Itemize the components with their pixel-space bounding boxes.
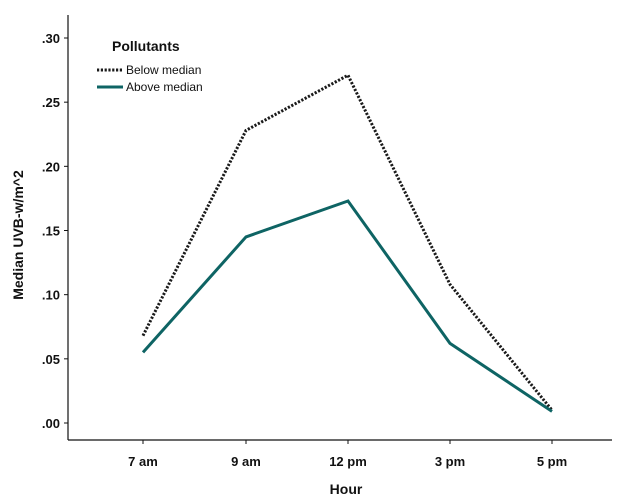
x-tick-label: 9 am	[231, 454, 261, 469]
x-tick-group: 7 am 9 am 12 pm 3 pm 5 pm	[128, 440, 567, 469]
y-tick-label: .30	[42, 31, 60, 46]
y-tick-label: .15	[42, 224, 60, 239]
y-tick-label: .05	[42, 352, 60, 367]
legend: Pollutants Below median Above median	[97, 38, 203, 94]
y-tick-group: .00 .05 .10 .15 .20 .25 .30	[42, 31, 68, 431]
x-tick-label: 12 pm	[329, 454, 367, 469]
series-line-below-median	[141, 73, 554, 412]
y-tick-label: .10	[42, 288, 60, 303]
legend-title: Pollutants	[112, 38, 180, 54]
legend-label-above-median: Above median	[126, 80, 203, 94]
y-tick-label: .25	[42, 95, 60, 110]
x-tick-label: 5 pm	[537, 454, 567, 469]
series-group	[141, 73, 554, 413]
y-axis-title: Median UVB-w/m^2	[10, 170, 26, 300]
x-axis-title: Hour	[330, 481, 363, 497]
x-tick-label: 3 pm	[435, 454, 465, 469]
x-tick-label: 7 am	[128, 454, 158, 469]
y-tick-label: .20	[42, 159, 60, 174]
series-line-above-median	[141, 199, 553, 413]
y-tick-label: .00	[42, 416, 60, 431]
legend-label-below-median: Below median	[126, 63, 201, 77]
